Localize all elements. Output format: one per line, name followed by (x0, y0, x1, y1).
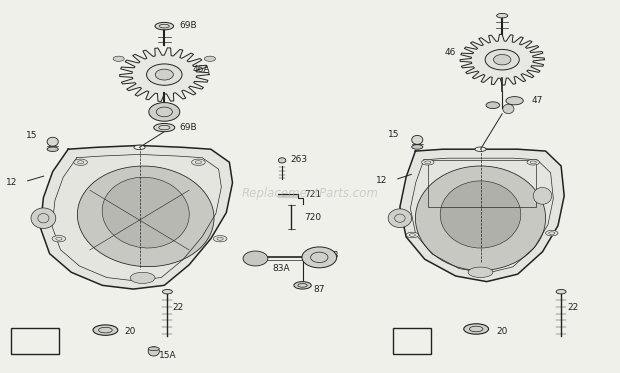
Ellipse shape (213, 236, 227, 242)
Ellipse shape (497, 13, 508, 18)
Ellipse shape (154, 123, 175, 132)
Ellipse shape (503, 104, 514, 113)
Text: 12: 12 (376, 176, 388, 185)
Ellipse shape (162, 289, 172, 294)
Ellipse shape (406, 232, 419, 238)
Text: 22: 22 (567, 303, 578, 312)
Ellipse shape (294, 282, 311, 289)
Text: 15A: 15A (159, 351, 176, 360)
Ellipse shape (31, 208, 56, 228)
Ellipse shape (546, 230, 558, 236)
Ellipse shape (486, 102, 500, 109)
Text: 18A: 18A (25, 336, 45, 345)
Circle shape (485, 50, 520, 70)
Ellipse shape (130, 272, 155, 283)
Text: ReplacementParts.com: ReplacementParts.com (242, 188, 378, 200)
Text: 69B: 69B (180, 21, 197, 30)
Ellipse shape (533, 187, 552, 204)
Circle shape (494, 54, 511, 65)
Text: 15: 15 (388, 130, 400, 139)
Polygon shape (40, 145, 232, 289)
Ellipse shape (52, 236, 66, 242)
Polygon shape (120, 48, 209, 101)
Text: 720: 720 (304, 213, 321, 222)
Ellipse shape (113, 56, 124, 61)
Circle shape (243, 251, 268, 266)
Ellipse shape (148, 347, 159, 351)
Circle shape (149, 103, 180, 121)
Ellipse shape (415, 166, 546, 270)
Text: 20: 20 (496, 327, 507, 336)
Ellipse shape (388, 209, 412, 228)
Text: 18: 18 (405, 336, 418, 345)
Ellipse shape (412, 135, 423, 144)
Ellipse shape (422, 160, 434, 165)
FancyBboxPatch shape (393, 328, 431, 354)
Ellipse shape (506, 97, 523, 105)
Ellipse shape (527, 160, 539, 165)
Ellipse shape (468, 267, 493, 278)
Text: 721: 721 (304, 190, 321, 199)
Ellipse shape (192, 159, 205, 166)
Text: 46A: 46A (192, 65, 210, 73)
Ellipse shape (412, 145, 423, 149)
Text: 263: 263 (290, 155, 308, 164)
Ellipse shape (278, 158, 286, 163)
Ellipse shape (148, 347, 159, 356)
Ellipse shape (475, 147, 486, 151)
Text: 22: 22 (172, 303, 184, 312)
Polygon shape (400, 149, 564, 282)
Ellipse shape (93, 325, 118, 335)
Text: 87: 87 (313, 285, 325, 294)
Ellipse shape (556, 289, 566, 294)
FancyBboxPatch shape (11, 328, 59, 354)
Circle shape (302, 247, 337, 268)
Text: 83A: 83A (273, 264, 290, 273)
Text: 15: 15 (25, 131, 37, 140)
Ellipse shape (159, 104, 170, 109)
Text: 83: 83 (327, 251, 339, 260)
Ellipse shape (155, 22, 174, 30)
Text: 20: 20 (124, 327, 135, 336)
Ellipse shape (74, 159, 87, 166)
Ellipse shape (47, 147, 58, 151)
Ellipse shape (464, 324, 489, 334)
Text: 12: 12 (6, 178, 17, 187)
Ellipse shape (440, 181, 521, 248)
Text: 46: 46 (445, 48, 456, 57)
Text: 69B: 69B (180, 123, 197, 132)
Ellipse shape (78, 166, 214, 267)
Ellipse shape (205, 56, 216, 61)
Polygon shape (460, 34, 544, 85)
Ellipse shape (47, 137, 58, 146)
Ellipse shape (102, 177, 189, 248)
Circle shape (155, 69, 174, 80)
Ellipse shape (134, 145, 145, 150)
Text: 47: 47 (532, 96, 543, 105)
Circle shape (146, 64, 182, 85)
